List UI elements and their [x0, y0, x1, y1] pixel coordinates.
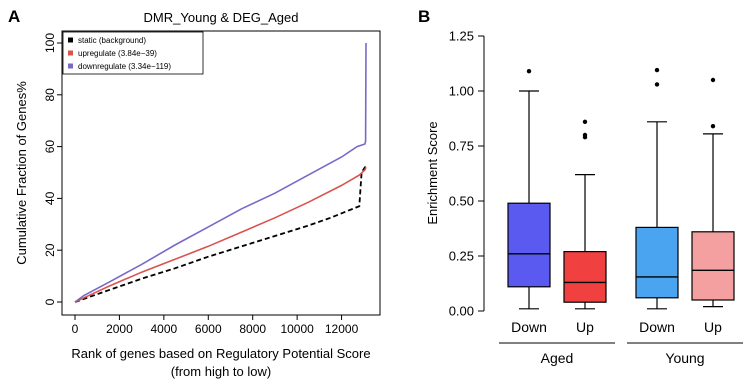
panel-a-label: A [8, 7, 20, 26]
box-label: Up [704, 319, 722, 335]
x-tick-label-a: 12000 [325, 322, 359, 336]
x-axis-a: 0 2000 4000 6000 8000 10000 12000 [72, 315, 359, 336]
plot-frame-a [61, 30, 381, 316]
panel-a: A DMR_Young & DEG_Aged 0 2000 4000 6000 8000… [8, 7, 381, 379]
x-tick-label-a: 6000 [195, 322, 222, 336]
outlier-point [526, 69, 532, 74]
outlier-point [582, 119, 588, 125]
legend-swatch-static [68, 37, 73, 43]
y-tick-label-b: 0.25 [449, 249, 474, 264]
box-iqr [507, 202, 551, 288]
outlier-point [654, 82, 660, 87]
x-tick-label-a: 0 [72, 322, 79, 336]
y-axis-label-b: Enrichment Score [425, 121, 440, 224]
group-label: Young [665, 350, 704, 366]
y-axis-b: 0.00 0.25 0.50 0.75 1.00 1.25 [449, 29, 484, 319]
boxes-b: Down Up Down Up [507, 67, 735, 335]
y-tick-label-b: 0.00 [449, 304, 474, 319]
outlier-point [654, 67, 660, 73]
y-tick-label-a: 0 [43, 298, 57, 305]
legend-label-upregulate: upregulate (3.84e−39) [78, 49, 157, 58]
box-label: Down [511, 319, 547, 335]
box-iqr [691, 231, 735, 301]
box-aged-up [563, 119, 607, 310]
x-tick-label-a: 4000 [151, 322, 178, 336]
group-label: Aged [541, 350, 574, 366]
panel-b: B 0.000.250.500.751.001.25 Down Up Down Up … [418, 7, 743, 366]
box-label: Up [576, 319, 594, 335]
box-iqr [563, 251, 607, 303]
x-axis-label-a: Rank of genes based on Regulatory Potent… [71, 346, 370, 361]
series-line-downregulate [74, 42, 367, 303]
y-tick-label-b: 1.00 [449, 84, 474, 99]
y-tick-label-b: 1.25 [449, 29, 474, 44]
y-tick-label-a: 40 [43, 191, 57, 205]
panel-a-title: DMR_Young & DEG_Aged [144, 10, 299, 25]
x-tick-label-a: 8000 [239, 322, 266, 336]
group-axis-b: Aged Young [499, 342, 743, 366]
y-tick-label-a: 100 [43, 33, 57, 53]
series-lines-a [74, 42, 367, 303]
outlier-point [582, 132, 588, 138]
legend-swatch-downregulate [68, 63, 73, 69]
y-tick-label-a: 80 [43, 88, 57, 102]
x-axis-label-a-line2: (from high to low) [171, 364, 271, 379]
box-young-up [691, 77, 735, 308]
series-line-static [74, 166, 366, 303]
y-tick-label-a: 60 [43, 140, 57, 154]
legend-label-downregulate: downregulate (3.34e−119) [78, 62, 171, 71]
box-aged-down [507, 69, 551, 310]
box-label: Down [639, 319, 675, 335]
y-tick-label-a: 20 [43, 243, 57, 257]
y-tick-label-b: 0.50 [449, 194, 474, 209]
legend-label-static: static (background) [78, 36, 146, 45]
legend-box [62, 31, 204, 75]
outlier-point [710, 77, 716, 83]
y-axis-label-a: Cumulative Fraction of Genes% [14, 81, 29, 265]
series-line-upregulate [74, 166, 367, 303]
box-iqr [635, 226, 679, 299]
panel-b-label: B [418, 7, 430, 26]
x-tick-label-a: 2000 [106, 322, 133, 336]
legend-a: static (background) upregulate (3.84e−39… [62, 31, 204, 75]
outlier-point [710, 124, 716, 129]
box-young-down [635, 67, 679, 310]
x-tick-label-a: 10000 [280, 322, 314, 336]
legend-swatch-upregulate [68, 50, 73, 56]
y-tick-label-b: 0.75 [449, 139, 474, 154]
y-axis-a: 0 20 40 60 80 100 [43, 33, 62, 305]
